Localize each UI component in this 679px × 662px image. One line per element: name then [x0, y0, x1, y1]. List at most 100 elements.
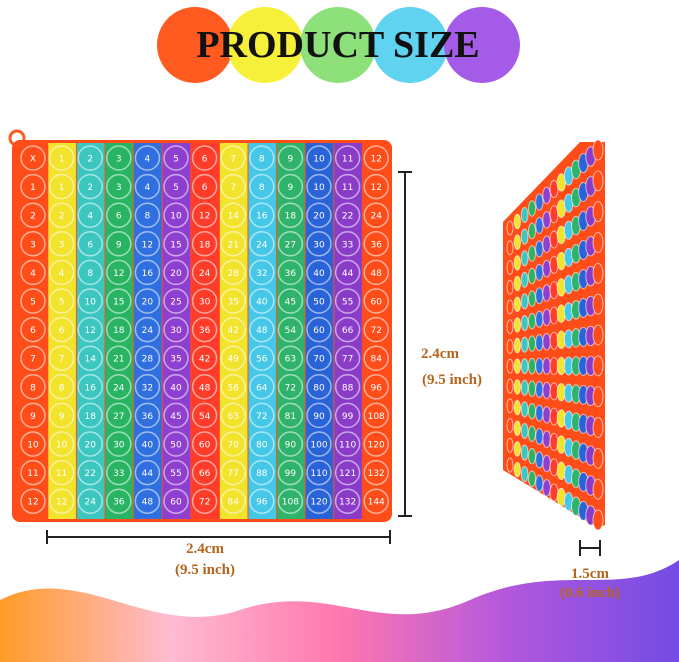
bubble — [220, 431, 246, 457]
bubble — [77, 173, 103, 200]
bubble — [48, 374, 75, 400]
cell-label: 60 — [170, 498, 182, 508]
cell-label: 45 — [170, 412, 181, 422]
cell-label: 99 — [342, 412, 354, 422]
bubble — [220, 259, 246, 286]
bubble — [249, 145, 275, 171]
cell-label: 66 — [199, 469, 211, 479]
side-bubble — [513, 379, 521, 395]
cell-label: 36 — [370, 240, 382, 250]
cell-label: 27 — [285, 240, 296, 250]
bubble — [306, 316, 332, 343]
height-imperial: (9.5 inch) — [422, 372, 482, 388]
bubble — [277, 459, 304, 486]
bubble — [48, 402, 75, 429]
cell-label: 15 — [113, 298, 124, 308]
cell-label: 108 — [368, 412, 385, 422]
cell-label: 8 — [30, 383, 36, 393]
bubble — [191, 431, 218, 457]
bubble — [134, 145, 161, 171]
cell-label: 12 — [142, 240, 153, 250]
bubble — [48, 202, 75, 228]
bubble — [277, 259, 304, 286]
cell-label: 12 — [370, 155, 381, 165]
cell-label: 70 — [227, 441, 239, 451]
side-bubble — [506, 358, 514, 374]
bubble — [20, 374, 46, 400]
bubble — [306, 459, 332, 486]
bubble — [191, 173, 218, 200]
bubble — [249, 402, 275, 429]
cell-label: 10 — [27, 441, 39, 451]
side-bubble — [535, 381, 544, 399]
cell-label: 24 — [84, 498, 96, 508]
cell-label: 70 — [313, 355, 325, 365]
bubble — [106, 431, 132, 457]
bubble — [106, 202, 132, 228]
cell-label: 10 — [170, 212, 182, 222]
width-imperial: (9.5 inch) — [175, 562, 235, 578]
cell-label: 90 — [285, 441, 297, 451]
side-bubble — [592, 417, 604, 438]
cell-label: 35 — [170, 355, 181, 365]
bubble — [20, 231, 46, 257]
cell-label: 24 — [142, 326, 154, 336]
bubble — [106, 231, 132, 257]
bubble — [134, 345, 161, 371]
side-bubble — [535, 357, 544, 375]
bubble — [363, 288, 389, 314]
side-bubble — [520, 336, 529, 353]
side-bubble — [592, 232, 604, 253]
side-bubble — [535, 404, 544, 422]
bubble — [20, 202, 46, 228]
cell-label: 12 — [113, 269, 124, 279]
cell-label: 6 — [59, 326, 65, 336]
bubble — [363, 431, 389, 457]
side-bubble — [513, 296, 521, 312]
bubble — [363, 374, 389, 400]
bubble — [277, 402, 304, 429]
bubble — [220, 402, 246, 429]
cell-label: 16 — [142, 269, 154, 279]
bubble — [334, 402, 361, 429]
bubble — [363, 488, 389, 514]
bubble — [48, 488, 75, 514]
cell-label: 16 — [84, 383, 96, 393]
bubble — [277, 316, 304, 343]
side-bubble — [520, 250, 529, 267]
cell-label: 9 — [59, 412, 65, 422]
side-bubble — [506, 437, 514, 453]
side-bubble — [542, 430, 552, 448]
bubble — [191, 459, 218, 486]
bubble — [334, 231, 361, 257]
bubble — [20, 345, 46, 371]
cell-label: 6 — [116, 212, 122, 222]
side-bubble — [528, 200, 536, 217]
bubble — [48, 316, 75, 343]
cell-label: 4 — [30, 269, 36, 279]
bubble — [134, 316, 161, 343]
bubble — [163, 288, 189, 314]
cell-label: 2 — [87, 183, 93, 193]
bubble — [77, 402, 103, 429]
side-bubbles — [506, 139, 604, 531]
cell-label: 42 — [199, 355, 210, 365]
cell-label: 40 — [170, 383, 182, 393]
cell-label: 55 — [170, 469, 181, 479]
background-wave — [0, 560, 679, 662]
cell-label: 11 — [342, 155, 353, 165]
side-bubble — [528, 380, 536, 397]
cell-label: 18 — [84, 412, 96, 422]
side-bubble — [535, 334, 544, 352]
cell-label: 60 — [199, 441, 211, 451]
cell-label: 64 — [256, 383, 268, 393]
bubble — [163, 374, 189, 400]
cell-label: 11 — [27, 469, 38, 479]
bubble — [363, 402, 389, 429]
bubble — [249, 173, 275, 200]
cell-label: 9 — [288, 183, 294, 193]
bubble — [277, 288, 304, 314]
side-bubble — [513, 317, 521, 333]
cell-label: 1 — [59, 155, 65, 165]
